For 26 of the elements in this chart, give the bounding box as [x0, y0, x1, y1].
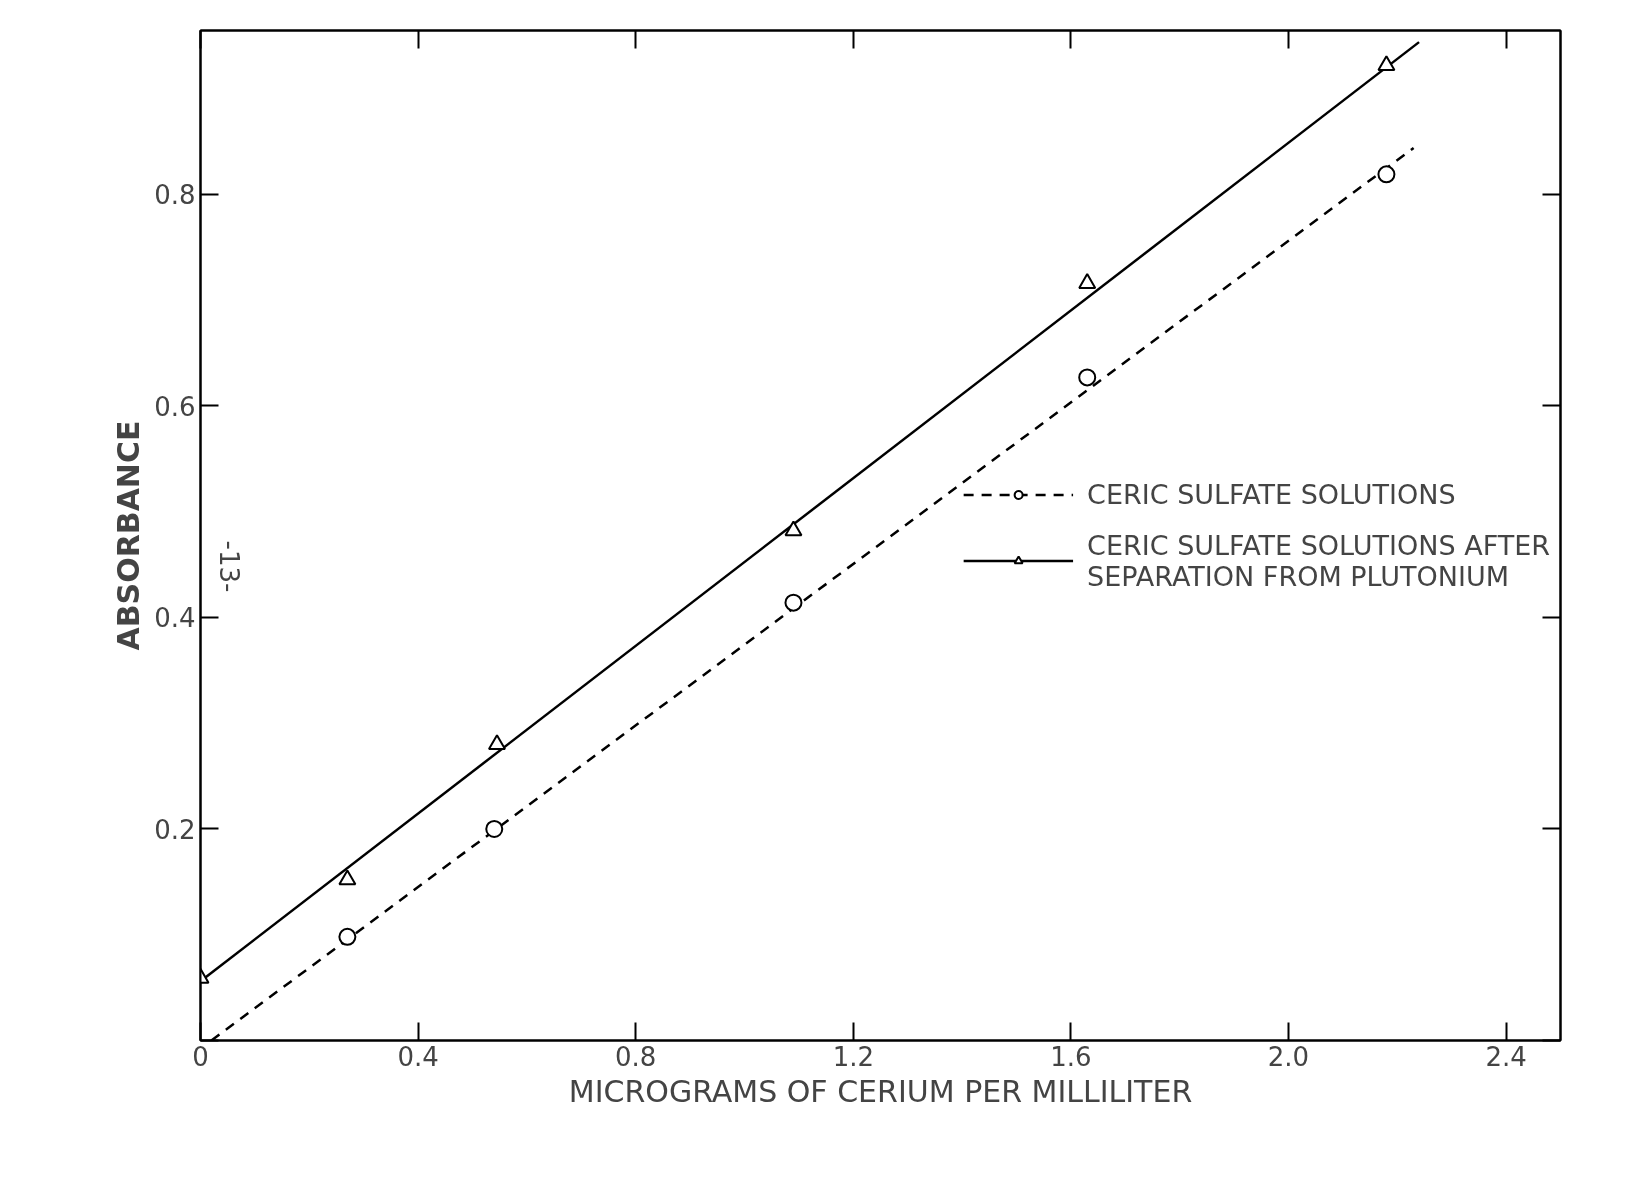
point: [338, 927, 357, 946]
y-tick-label: 0.2: [154, 814, 196, 845]
x-tick-label: 0: [192, 1041, 209, 1072]
x-tick-label: 0.8: [615, 1041, 657, 1072]
x-tick-label: 1.2: [832, 1041, 874, 1072]
y-tick-label: 0.4: [154, 603, 196, 634]
x-tick-label: 0.4: [397, 1041, 439, 1072]
x-tick-label: 1.6: [1050, 1041, 1092, 1072]
point: [485, 820, 504, 838]
y-tick-label: 0.8: [154, 180, 196, 211]
point: [487, 734, 506, 750]
y-tick-label: 0.6: [154, 391, 196, 422]
point: [1377, 55, 1396, 72]
point: [784, 593, 803, 612]
point: [1078, 368, 1097, 387]
x-tick-label: 2.4: [1485, 1041, 1527, 1072]
legend-label: CERIC SULFATE SOLUTIONS AFTER SEPARATION FROM PLUTONIUM: [1087, 529, 1550, 592]
legend-label: CERIC SULFATE SOLUTIONS: [1087, 478, 1456, 510]
annotation: -13-: [214, 540, 245, 593]
x-tick-label: 2.0: [1267, 1041, 1310, 1072]
y-axis-title: ABSORBANCE: [111, 420, 147, 651]
point: [1078, 273, 1097, 289]
x-axis-title: MICROGRAMS OF CERIUM PER MILLILITER: [568, 1073, 1193, 1109]
point: [338, 869, 357, 886]
point: [784, 520, 803, 537]
point: [1377, 165, 1396, 184]
